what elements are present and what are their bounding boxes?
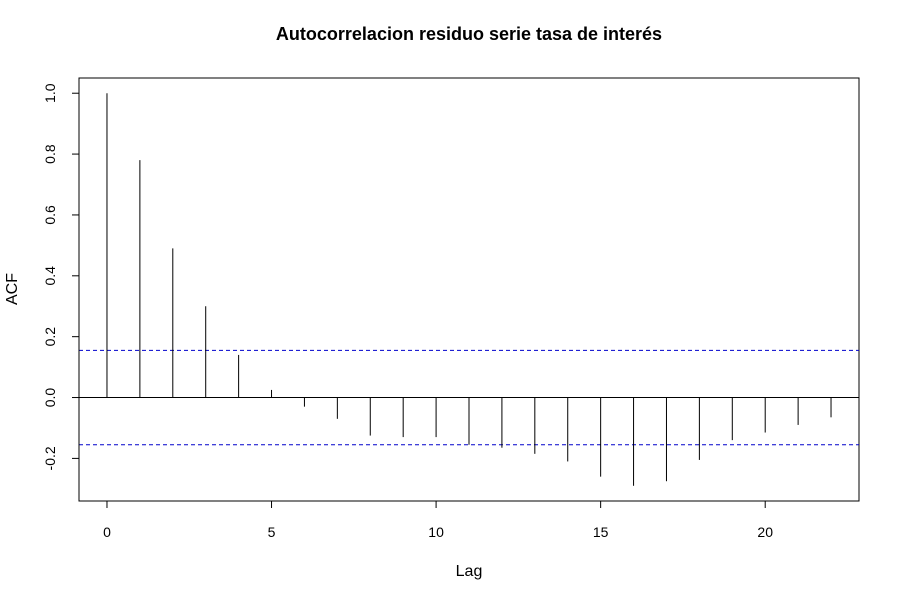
acf-bars <box>106 93 832 486</box>
confidence-bounds <box>79 349 859 446</box>
y-tick-label: 1.0 <box>42 83 58 103</box>
x-tick-label: 10 <box>428 524 444 540</box>
y-axis-label: ACF <box>4 273 21 305</box>
x-axis: 0 5 10 15 20 <box>103 500 773 540</box>
y-tick-label: 0.2 <box>42 327 58 347</box>
y-tick-label: 0.0 <box>42 388 58 408</box>
y-tick-label: 0.8 <box>42 144 58 164</box>
x-tick-label: 5 <box>268 524 276 540</box>
y-tick-label: 0.4 <box>42 266 58 286</box>
chart-title: Autocorrelacion residuo serie tasa de in… <box>276 24 662 44</box>
y-axis: -0.2 0.0 0.2 0.4 0.6 0.8 1.0 <box>42 83 80 470</box>
x-tick-label: 0 <box>103 524 111 540</box>
y-tick-label: -0.2 <box>42 446 58 470</box>
x-tick-label: 15 <box>593 524 609 540</box>
x-tick-label: 20 <box>757 524 773 540</box>
x-axis-label: Lag <box>456 563 483 580</box>
y-tick-label: 0.6 <box>42 205 58 225</box>
